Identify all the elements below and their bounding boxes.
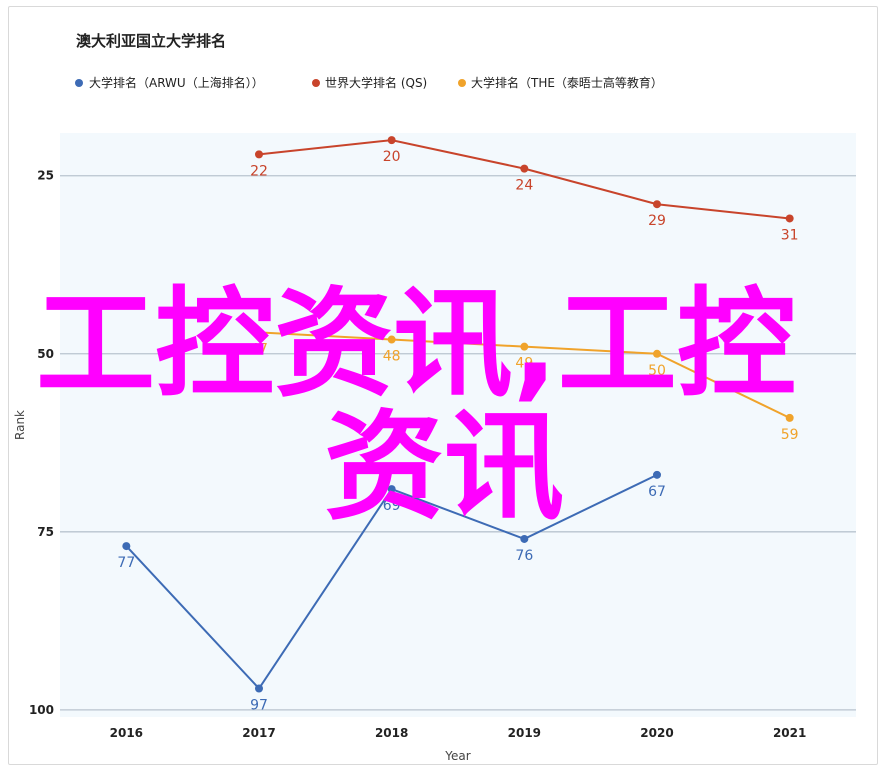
data-label: 76 [515, 548, 533, 564]
y-axis-title: Rank [13, 410, 27, 440]
x-tick-label: 2020 [640, 726, 673, 740]
data-point[interactable] [255, 150, 263, 159]
data-point[interactable] [520, 534, 529, 543]
data-point[interactable] [520, 164, 529, 173]
plot-area [60, 133, 856, 717]
x-axis-title: Year [444, 749, 470, 763]
data-label: 77 [117, 555, 135, 571]
data-label: 47 [250, 341, 268, 357]
y-tick-label: 100 [29, 703, 54, 717]
series-layer: 77 97 69 76 67 22 20 24 29 31 47 48 49 50 59 [117, 136, 799, 714]
x-tick-label: 2016 [110, 726, 143, 740]
data-point[interactable] [653, 200, 661, 209]
data-label: 31 [781, 227, 799, 243]
data-label: 97 [250, 698, 268, 714]
data-point[interactable] [122, 542, 131, 551]
data-point[interactable] [255, 684, 263, 693]
data-point[interactable] [255, 328, 263, 337]
chart-title: 澳大利亚国立大学排名 [76, 32, 226, 50]
legend: 大学排名（ARWU（上海排名）） 世界大学排名 (QS) 大学排名（THE（泰晤… [75, 75, 663, 90]
legend-marker-arwu [75, 79, 83, 87]
data-point[interactable] [387, 136, 396, 145]
data-point[interactable] [387, 335, 396, 344]
data-label: 59 [781, 427, 799, 443]
legend-marker-qs [312, 79, 320, 87]
x-tick-label: 2018 [375, 726, 408, 740]
legend-label-the[interactable]: 大学排名（THE（泰晤士高等教育） [471, 75, 663, 90]
series-1: 22 20 24 29 31 [250, 136, 799, 243]
x-tick-label: 2019 [508, 726, 541, 740]
data-label: 48 [383, 349, 401, 365]
series-2: 47 48 49 50 59 [250, 328, 799, 443]
data-label: 49 [515, 356, 533, 372]
watermark: 工控资讯,工控 资讯 [36, 275, 796, 536]
data-label: 69 [383, 498, 401, 514]
x-tick-label: 2021 [773, 726, 806, 740]
x-axis-ticks: 2016 2017 2018 2019 2020 2021 [110, 726, 807, 740]
legend-marker-the [458, 79, 466, 87]
data-label: 67 [648, 484, 666, 500]
data-point[interactable] [785, 214, 794, 223]
gridlines [60, 175, 856, 711]
x-tick-label: 2017 [242, 726, 275, 740]
series-0: 77 97 69 76 67 [117, 470, 666, 714]
data-label: 29 [648, 213, 666, 229]
y-tick-label: 25 [37, 169, 54, 183]
data-label: 20 [383, 149, 401, 165]
watermark-line-2: 资讯 [324, 398, 564, 536]
data-point[interactable] [785, 413, 794, 422]
data-point[interactable] [520, 342, 529, 351]
data-label: 22 [250, 163, 268, 179]
data-point[interactable] [653, 470, 661, 479]
watermark-line-1: 工控资讯,工控 [36, 275, 796, 413]
y-tick-label: 75 [37, 525, 54, 539]
data-point[interactable] [653, 349, 661, 358]
legend-label-qs[interactable]: 世界大学排名 (QS) [325, 75, 427, 90]
y-axis-ticks: 25 50 75 100 [29, 169, 54, 717]
legend-label-arwu[interactable]: 大学排名（ARWU（上海排名）） [89, 75, 264, 90]
data-point[interactable] [387, 485, 396, 494]
data-label: 24 [515, 178, 533, 194]
data-label: 50 [648, 363, 666, 379]
y-tick-label: 50 [37, 347, 54, 361]
